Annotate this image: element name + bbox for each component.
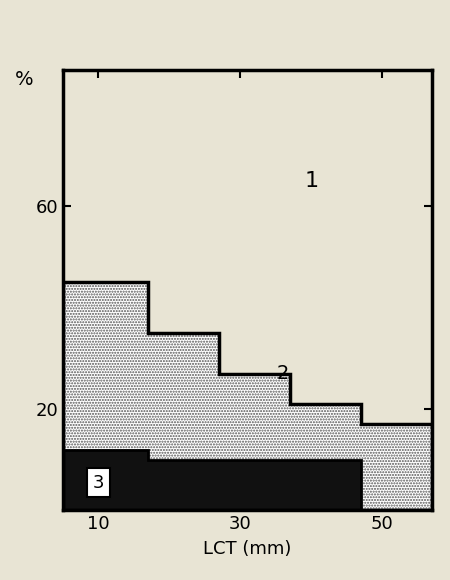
X-axis label: LCT (mm): LCT (mm) xyxy=(203,540,292,558)
Bar xyxy=(361,424,432,510)
Bar xyxy=(148,333,219,460)
Bar xyxy=(290,460,361,510)
Bar xyxy=(63,450,148,510)
Bar xyxy=(219,374,290,460)
Y-axis label: %: % xyxy=(15,70,33,89)
Bar xyxy=(148,333,219,460)
Bar xyxy=(63,282,148,450)
Bar xyxy=(290,404,361,460)
Bar xyxy=(361,424,432,510)
Bar xyxy=(290,404,361,460)
Text: 2: 2 xyxy=(277,364,289,383)
Bar xyxy=(219,460,290,510)
Text: 3: 3 xyxy=(93,473,104,491)
Bar xyxy=(148,460,219,510)
Bar xyxy=(219,374,290,460)
Text: 1: 1 xyxy=(304,171,319,191)
Bar xyxy=(63,282,148,450)
